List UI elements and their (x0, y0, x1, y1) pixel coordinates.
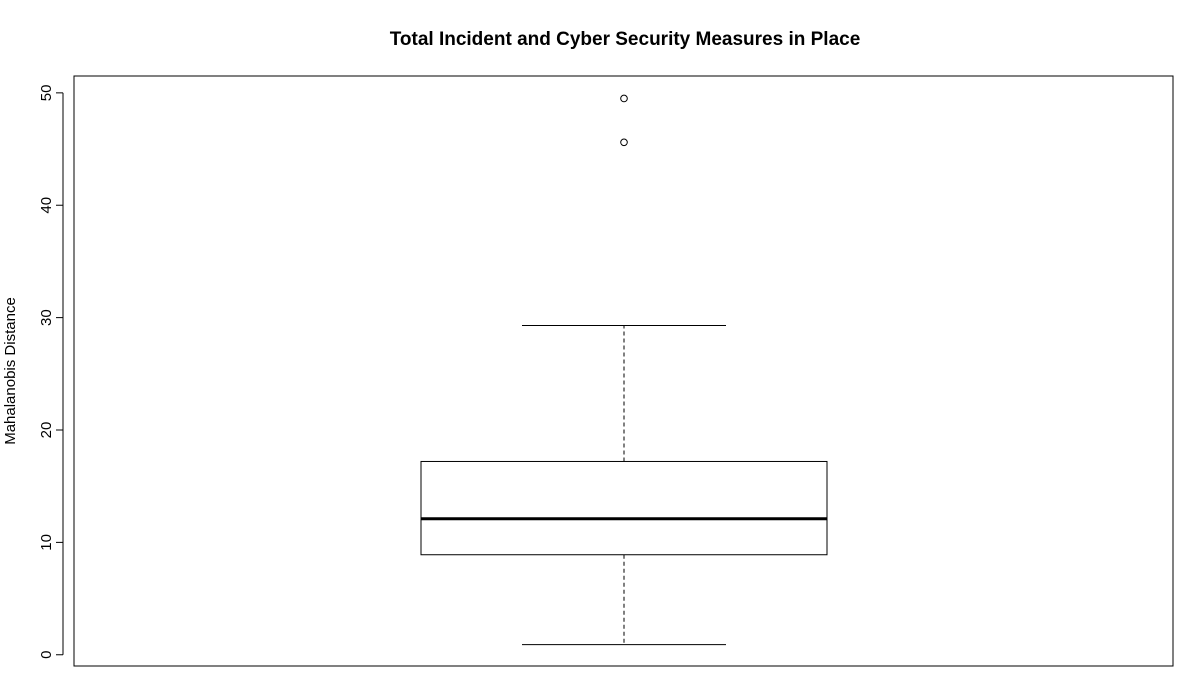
boxplot (420, 94, 828, 646)
y-axis-label: Mahalanobis Distance (2, 297, 19, 445)
chart-title: Total Incident and Cyber Security Measur… (390, 29, 861, 50)
y-tick-label: 10 (38, 534, 55, 551)
y-tick-label: 20 (38, 422, 55, 439)
y-tick-label: 40 (38, 197, 55, 214)
plot-frame (73, 75, 1174, 667)
outlier-point (620, 94, 628, 103)
outlier-point (620, 138, 628, 147)
y-tick-label: 0 (38, 651, 55, 659)
y-axis: 0 10 20 30 40 50 (38, 85, 64, 659)
iqr-box (420, 460, 828, 556)
y-tick-label: 50 (38, 85, 55, 102)
y-tick-label: 30 (38, 309, 55, 326)
